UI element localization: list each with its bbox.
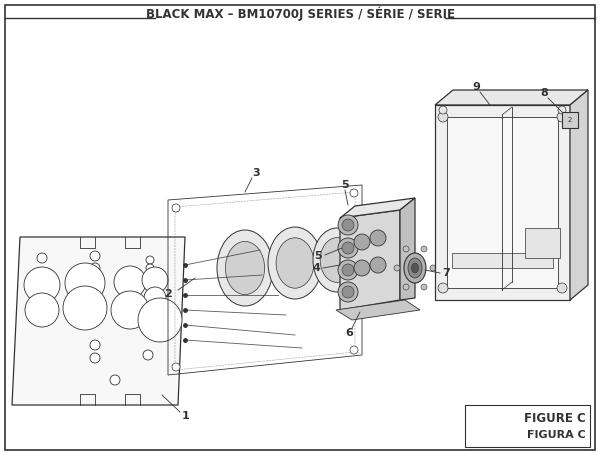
Bar [465,405,590,447]
Circle shape [144,287,166,309]
Bar [562,112,578,128]
Polygon shape [12,237,185,405]
Circle shape [342,219,354,231]
Circle shape [394,265,400,271]
Circle shape [342,264,354,276]
Bar [452,253,553,268]
Text: 1: 1 [182,411,190,421]
Circle shape [558,106,566,114]
Circle shape [350,189,358,197]
Circle shape [350,346,358,354]
Polygon shape [336,300,420,320]
Circle shape [557,283,567,293]
Circle shape [143,350,153,360]
Text: 5: 5 [341,180,349,190]
Text: 6: 6 [345,328,353,338]
Ellipse shape [313,228,361,292]
Circle shape [557,112,567,122]
Circle shape [438,283,448,293]
Circle shape [370,230,386,246]
Text: 5: 5 [314,251,322,261]
Circle shape [172,363,180,371]
Circle shape [138,298,182,342]
Circle shape [354,234,370,250]
Circle shape [146,256,154,264]
Polygon shape [435,105,570,300]
Circle shape [403,246,409,252]
Circle shape [403,284,409,290]
Circle shape [421,284,427,290]
Circle shape [110,375,120,385]
Circle shape [24,267,60,303]
Polygon shape [570,90,588,300]
Text: FIGURE C: FIGURE C [524,413,586,425]
Circle shape [90,251,100,261]
Text: 7: 7 [442,268,450,278]
Text: 2: 2 [568,117,572,123]
Text: 8: 8 [540,88,548,98]
Polygon shape [340,198,415,218]
Polygon shape [340,210,400,310]
Circle shape [421,246,427,252]
Circle shape [338,238,358,258]
Circle shape [37,253,47,263]
Circle shape [111,291,149,329]
Bar [447,117,558,288]
Ellipse shape [408,258,422,278]
Circle shape [338,282,358,302]
Circle shape [90,353,100,363]
Text: 9: 9 [472,82,480,92]
Circle shape [438,112,448,122]
Circle shape [354,260,370,276]
Circle shape [172,204,180,212]
Circle shape [439,106,447,114]
Text: 2: 2 [164,289,172,299]
Ellipse shape [412,263,419,273]
Text: BLACK MAX – BM10700J SERIES / SÉRIE / SERIE: BLACK MAX – BM10700J SERIES / SÉRIE / SE… [146,7,455,21]
Circle shape [90,263,100,273]
Circle shape [430,265,436,271]
Circle shape [63,286,107,330]
Ellipse shape [226,242,265,294]
Circle shape [114,266,146,298]
Circle shape [342,286,354,298]
Ellipse shape [320,238,354,283]
Text: 4: 4 [312,263,320,273]
Polygon shape [400,198,415,300]
Ellipse shape [217,230,273,306]
Circle shape [25,293,59,327]
Circle shape [338,215,358,235]
Circle shape [90,340,100,350]
Circle shape [338,260,358,280]
Circle shape [142,267,168,293]
Text: 3: 3 [252,168,260,178]
Ellipse shape [276,238,314,288]
Polygon shape [435,90,588,105]
Ellipse shape [268,227,322,299]
Circle shape [370,257,386,273]
Text: FIGURA C: FIGURA C [527,430,586,440]
Circle shape [65,263,105,303]
Circle shape [146,264,154,272]
Bar [525,228,560,258]
Circle shape [342,242,354,254]
Ellipse shape [404,253,426,283]
